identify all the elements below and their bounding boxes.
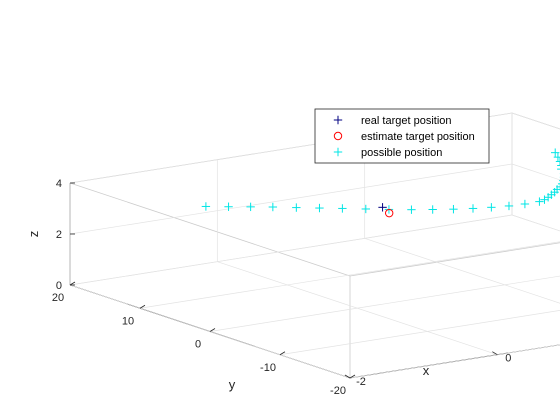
y-axis-label: y — [229, 377, 236, 392]
real-target-point — [378, 203, 387, 212]
possible-position-point — [557, 183, 560, 185]
data-marks — [201, 148, 560, 218]
possible-position-point — [504, 201, 514, 211]
possible-position-point — [540, 195, 549, 204]
axis-labels: x y z — [26, 231, 430, 392]
legend-label: real target position — [361, 115, 452, 127]
possible-position-point — [224, 202, 233, 211]
grid-line-side-z — [511, 112, 560, 130]
possible-position-point — [246, 202, 255, 212]
x-tick-label: 0 — [505, 353, 511, 365]
y-tick-label: -20 — [330, 385, 346, 397]
y-tick-label: 20 — [52, 292, 64, 304]
box-edge — [69, 182, 351, 277]
y-tick — [69, 281, 76, 286]
legend-entries: real target position estimate target posi… — [333, 115, 475, 159]
possible-position-point — [338, 204, 347, 213]
z-tick-label: 4 — [56, 178, 62, 190]
x-tick — [492, 351, 498, 356]
estimate-target-point — [385, 208, 394, 218]
legend-entry: possible position — [333, 147, 442, 159]
possible-position-point — [553, 152, 560, 162]
legend-label: possible position — [361, 147, 442, 159]
possible-position-point — [557, 168, 560, 170]
x-tick — [344, 374, 351, 379]
y-tick-label: 10 — [122, 315, 134, 327]
possible-position-point — [315, 203, 324, 213]
legend-label: estimate target position — [361, 131, 475, 143]
x-tick-label: -2 — [356, 376, 366, 388]
possible-position-point — [556, 182, 560, 192]
z-axis-label: z — [26, 231, 41, 238]
grid-line-side-z — [511, 214, 560, 232]
legend-marker-plus — [333, 115, 343, 125]
y-tick — [209, 328, 216, 332]
grid-line-floor-y — [209, 275, 560, 332]
grid-line-floor-y — [349, 344, 560, 379]
possible-position-point — [535, 197, 544, 206]
possible-position-point — [201, 202, 211, 211]
grid-line-floor-y — [279, 310, 560, 356]
y-tick-label: 0 — [195, 339, 201, 351]
x-axis-line — [349, 344, 560, 379]
possible-position-point — [468, 204, 478, 213]
legend-marker-plus — [333, 147, 343, 157]
grid-line-side-z — [511, 163, 560, 181]
legend-entry: real target position — [333, 115, 452, 127]
legend-entry: estimate target position — [333, 131, 475, 143]
y-tick — [139, 304, 146, 309]
possible-position-point — [268, 202, 278, 212]
possible-position-point — [407, 205, 416, 214]
legend-box — [314, 108, 490, 164]
possible-position-point — [520, 199, 530, 209]
y-tick-label: -10 — [260, 362, 276, 374]
possible-position-point — [487, 203, 496, 212]
z-tick-label: 2 — [56, 229, 62, 241]
box-edge — [349, 242, 560, 277]
possible-position-point — [361, 204, 371, 214]
possible-position-point — [557, 165, 560, 167]
possible-position-point — [292, 203, 301, 212]
grid-line-floor-x — [364, 238, 560, 304]
x-axis-label: x — [423, 363, 430, 378]
grid-line-back-z — [69, 163, 513, 235]
possible-position-point — [555, 157, 560, 166]
grid-line-back-z — [69, 214, 513, 286]
tick-marks — [69, 182, 498, 379]
legend-marker-circle — [333, 131, 343, 141]
possible-position-point — [551, 148, 560, 157]
legend: real target position estimate target posi… — [314, 108, 490, 164]
z-tick-label: 0 — [56, 280, 62, 292]
possible-position-point — [449, 204, 458, 214]
y-tick — [349, 374, 356, 379]
grid-line-floor-x — [511, 214, 560, 232]
grid-line-floor-y — [139, 241, 560, 309]
y-tick — [279, 351, 286, 356]
possible-position-point — [428, 205, 437, 214]
